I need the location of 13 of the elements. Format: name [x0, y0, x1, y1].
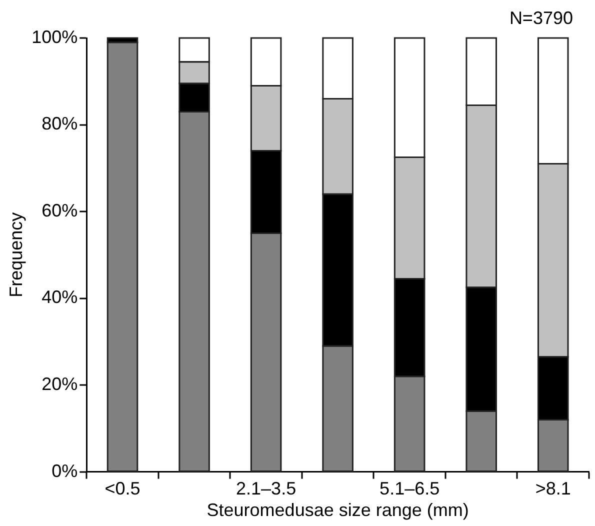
y-tick-label: 100%	[32, 26, 78, 47]
y-tick-label: 60%	[42, 200, 78, 220]
y-tick-label: 0%	[52, 460, 78, 481]
x-tick-label: <0.5	[104, 478, 140, 499]
y-tick-label: 20%	[42, 374, 78, 394]
x-tick-label: 2.1–3.5	[236, 478, 296, 499]
y-tick-label: 40%	[42, 287, 78, 308]
y-tick-label: 80%	[42, 114, 78, 134]
x-tick-label: 5.1–6.5	[380, 478, 440, 499]
text: N=3790	[509, 8, 573, 29]
y-axis-title: Frequency	[6, 212, 26, 298]
x-axis-title: Steuromedusae size range (mm)	[206, 500, 469, 520]
x-tick-label: >8.1	[535, 478, 571, 499]
